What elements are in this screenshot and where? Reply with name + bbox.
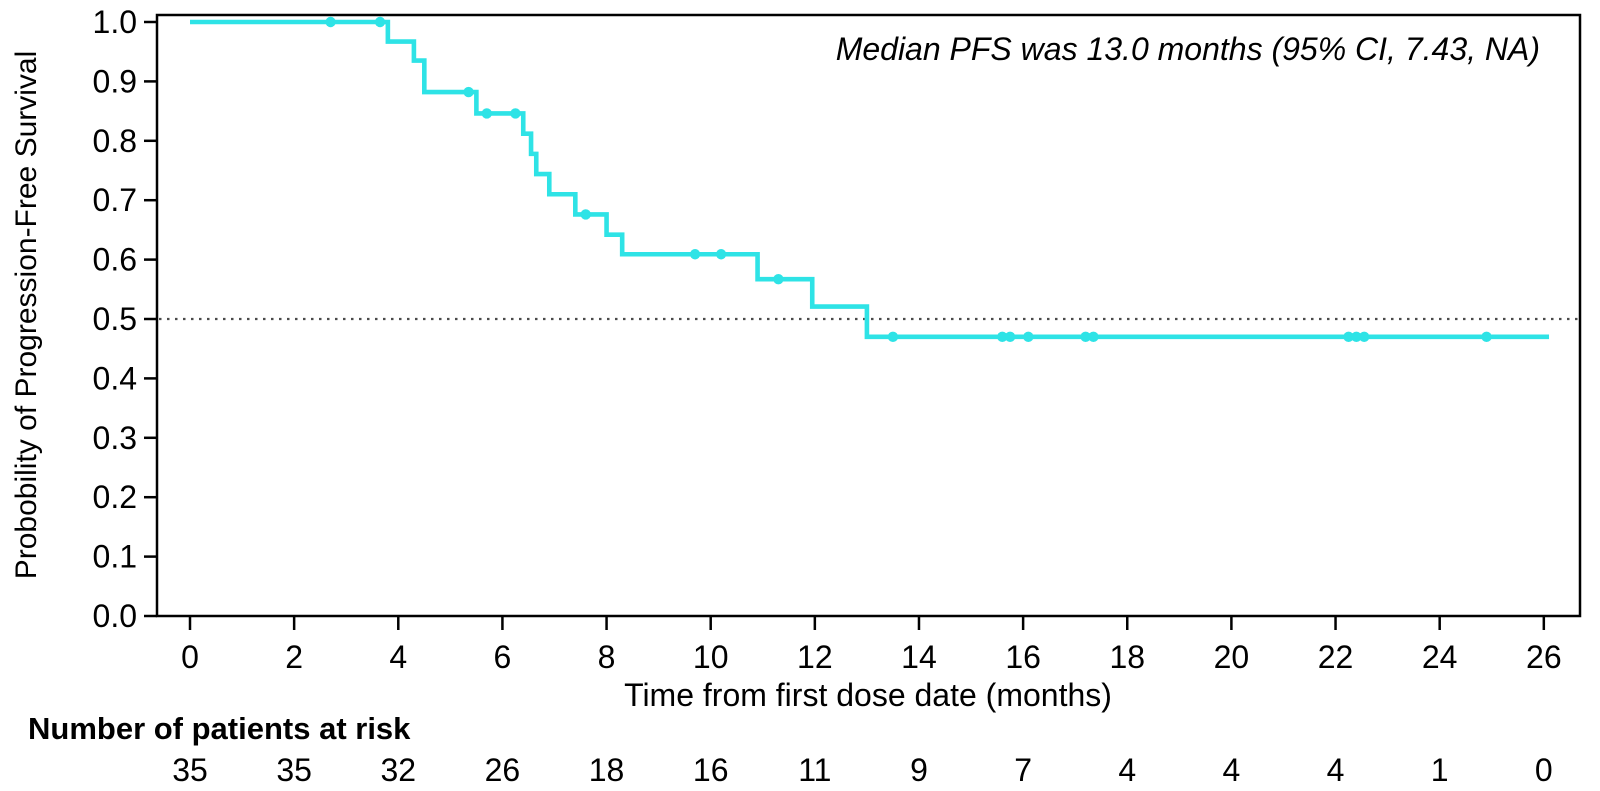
plot-border-box [155, 13, 1582, 618]
y-tick-label: 0.5 [93, 301, 137, 337]
censor-mark [887, 331, 899, 343]
x-tick-label: 2 [285, 639, 303, 675]
censor-mark [510, 108, 521, 119]
x-axis-title: Time from first dose date (months) [624, 677, 1112, 713]
risk-count-value: 4 [1223, 752, 1241, 788]
km-step-curve [190, 19, 1550, 340]
risk-count-value: 0 [1535, 752, 1553, 788]
risk-count-value: 35 [276, 752, 312, 788]
y-tick-label: 0.0 [93, 598, 137, 634]
risk-count-value: 26 [485, 752, 521, 788]
x-tick-label: 12 [797, 639, 833, 675]
risk-count-value: 9 [910, 752, 928, 788]
risk-count-value: 18 [589, 752, 625, 788]
risk-count-value: 4 [1327, 752, 1345, 788]
x-tick-label: 4 [389, 639, 407, 675]
x-tick-label: 16 [1005, 639, 1041, 675]
risk-count-value: 32 [380, 752, 416, 788]
censor-mark [689, 249, 701, 260]
censor-mark [481, 108, 492, 119]
censor-mark [773, 274, 784, 285]
y-axis-title: Probobility of Progression-Free Survival [10, 51, 43, 580]
x-tick-label: 14 [901, 639, 937, 675]
censor-mark [463, 86, 474, 98]
median-pfs-annotation: Median PFS was 13.0 months (95% CI, 7.43… [836, 31, 1540, 67]
x-tick-label: 0 [181, 639, 199, 675]
y-tick-label: 0.7 [93, 182, 137, 218]
censor-marks-layer [325, 16, 1492, 343]
censor-mark [325, 16, 336, 28]
y-tick-label: 0.1 [93, 539, 137, 575]
censor-mark [1358, 331, 1370, 343]
x-tick-label: 10 [693, 639, 729, 675]
x-tick-label: 6 [494, 639, 512, 675]
risk-count-value: 1 [1431, 752, 1449, 788]
x-tick-label: 20 [1214, 639, 1250, 675]
axis-ticks [144, 20, 1546, 630]
censor-mark [1080, 331, 1091, 343]
risk-table-values-layer: 35 35 32 26 18 16 11 9 7 4 4 4 1 0 [172, 752, 1553, 788]
censor-mark [1004, 331, 1016, 343]
risk-count-value: 16 [693, 752, 729, 788]
censor-mark [1343, 331, 1354, 343]
x-tick-label: 24 [1422, 639, 1458, 675]
x-tick-label: 8 [598, 639, 616, 675]
x-tick-label: 22 [1318, 639, 1354, 675]
censor-mark [1088, 331, 1099, 343]
risk-count-value: 4 [1118, 752, 1136, 788]
y-tick-label: 0.9 [93, 63, 137, 99]
risk-count-value: 7 [1014, 752, 1032, 788]
x-tick-label: 26 [1526, 639, 1562, 675]
censor-mark [1481, 331, 1492, 343]
risk-count-value: 11 [798, 752, 831, 788]
y-tick-label: 0.8 [93, 123, 137, 159]
axis-tick-labels: 0 2 4 6 8 10 12 14 16 18 20 22 24 260.00.10.20.30.40.… [93, 4, 1562, 675]
y-tick-label: 0.4 [93, 360, 137, 396]
y-tick-label: 0.3 [93, 420, 137, 456]
x-tick-label: 18 [1109, 639, 1145, 675]
survival-curve-layer [190, 19, 1550, 340]
censor-mark [1351, 331, 1362, 343]
risk-table-header: Number of patients at risk [28, 711, 411, 746]
y-tick-label: 1.0 [93, 4, 137, 40]
y-tick-label: 0.2 [93, 479, 137, 515]
censor-mark [1023, 331, 1034, 343]
censor-mark [715, 249, 727, 260]
risk-count-value: 35 [172, 752, 208, 788]
censor-mark [580, 209, 591, 220]
censor-mark [997, 331, 1008, 343]
censor-mark [374, 16, 386, 28]
y-tick-label: 0.6 [93, 242, 137, 278]
